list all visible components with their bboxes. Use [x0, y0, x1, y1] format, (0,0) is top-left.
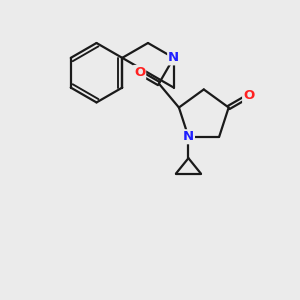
Text: N: N: [183, 130, 194, 143]
Text: O: O: [134, 66, 145, 79]
Text: N: N: [168, 51, 179, 64]
Text: O: O: [243, 89, 254, 102]
